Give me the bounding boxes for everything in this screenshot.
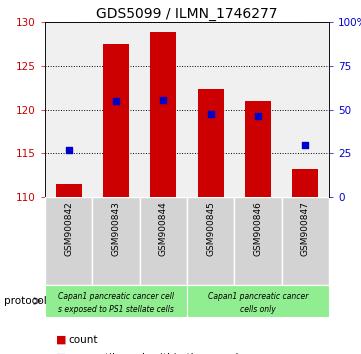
Bar (187, 197, 234, 285)
Text: protocol: protocol (4, 296, 46, 306)
Text: Capan1 pancreatic cancer: Capan1 pancreatic cancer (208, 292, 308, 301)
Text: GSM900844: GSM900844 (159, 201, 168, 256)
Text: cells only: cells only (240, 305, 276, 314)
Bar (282, 197, 329, 285)
Point (208, 111, 214, 117)
Text: GSM900846: GSM900846 (253, 201, 262, 256)
Text: ■: ■ (56, 335, 66, 345)
Text: GSM900843: GSM900843 (112, 201, 121, 256)
Bar (187, 285, 329, 317)
Bar (56, 184, 82, 197)
Text: GSM900842: GSM900842 (64, 201, 73, 256)
Text: GSM900845: GSM900845 (206, 201, 215, 256)
Title: GDS5099 / ILMN_1746277: GDS5099 / ILMN_1746277 (96, 7, 278, 21)
Bar (140, 197, 187, 285)
Bar (245, 101, 271, 197)
Point (66, 147, 71, 153)
Bar (234, 197, 282, 285)
Bar (92, 197, 140, 285)
Text: count: count (69, 335, 98, 345)
Point (160, 97, 166, 103)
Bar (292, 169, 318, 197)
Bar (198, 89, 224, 197)
Text: GSM900847: GSM900847 (301, 201, 310, 256)
Text: s exposed to PS1 stellate cells: s exposed to PS1 stellate cells (58, 305, 174, 314)
Point (255, 113, 261, 119)
Point (303, 142, 308, 147)
Text: ■: ■ (56, 353, 66, 354)
Bar (45, 285, 187, 317)
Text: percentile rank within the sample: percentile rank within the sample (69, 353, 244, 354)
Bar (103, 44, 129, 197)
Point (113, 98, 119, 104)
Bar (150, 33, 177, 197)
Bar (45, 197, 92, 285)
Text: Capan1 pancreatic cancer cell: Capan1 pancreatic cancer cell (58, 292, 174, 301)
